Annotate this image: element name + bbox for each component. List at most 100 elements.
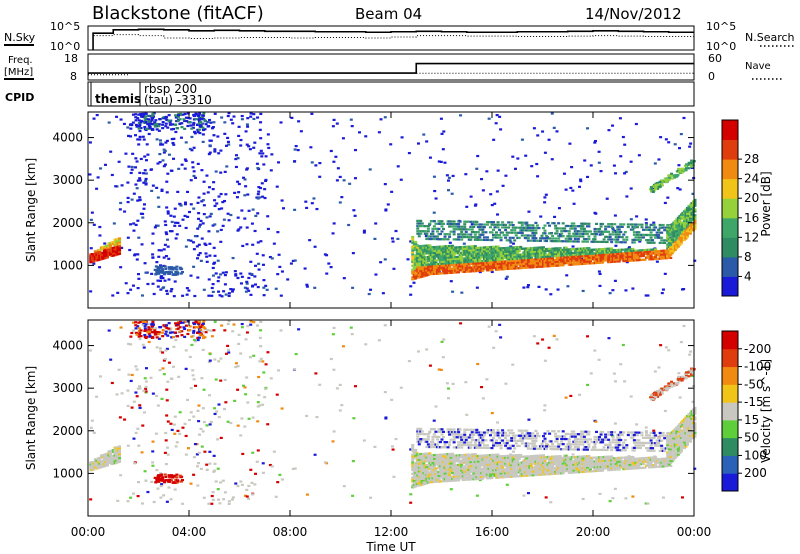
velocity-echo bbox=[164, 349, 168, 352]
power-echo bbox=[525, 229, 529, 232]
power-echo bbox=[166, 245, 170, 248]
power-echo bbox=[165, 206, 169, 209]
power-echo bbox=[110, 241, 114, 244]
power-echo bbox=[236, 180, 240, 183]
velocity-echo bbox=[110, 457, 114, 460]
power-echo bbox=[582, 222, 586, 225]
velocity-echo bbox=[147, 340, 151, 344]
velocity-echo bbox=[177, 375, 181, 378]
power-echo bbox=[171, 123, 175, 126]
velocity-echo bbox=[422, 438, 426, 441]
power-echo bbox=[389, 143, 393, 146]
power-echo bbox=[167, 257, 171, 260]
power-echo bbox=[461, 257, 465, 260]
velocity-echo bbox=[419, 462, 423, 465]
power-echo bbox=[482, 267, 486, 270]
power-echo bbox=[670, 236, 674, 239]
power-echo bbox=[469, 225, 473, 229]
velocity-echo bbox=[171, 331, 175, 334]
power-echo bbox=[136, 219, 140, 222]
power-echo bbox=[253, 141, 257, 144]
power-echo bbox=[541, 255, 545, 259]
power-echo bbox=[531, 231, 535, 235]
power-echo bbox=[628, 250, 632, 253]
power-echo bbox=[582, 262, 586, 265]
power-echo bbox=[245, 123, 249, 126]
power-echo bbox=[573, 257, 577, 260]
power-echo bbox=[610, 258, 614, 262]
power-echo bbox=[441, 148, 445, 151]
power-echo bbox=[648, 248, 652, 251]
power-echo bbox=[663, 241, 667, 245]
power-echo bbox=[651, 250, 655, 253]
power-echo bbox=[554, 224, 558, 227]
power-echo bbox=[563, 246, 567, 249]
power-echo bbox=[484, 231, 488, 234]
power-echo bbox=[584, 247, 588, 250]
power-echo bbox=[140, 115, 144, 118]
power-echo bbox=[384, 209, 388, 212]
power-echo bbox=[675, 247, 679, 250]
power-echo bbox=[264, 155, 268, 158]
power-echo bbox=[502, 246, 506, 250]
power-echo bbox=[560, 252, 564, 255]
power-echo bbox=[524, 154, 528, 157]
power-echo bbox=[242, 176, 246, 179]
power-echo bbox=[594, 212, 598, 215]
power-echo bbox=[234, 273, 238, 276]
power-echo bbox=[212, 121, 216, 124]
power-echo bbox=[89, 253, 93, 256]
power-echo bbox=[531, 264, 535, 267]
power-echo bbox=[626, 259, 630, 262]
power-echo bbox=[452, 252, 456, 255]
power-echo bbox=[495, 251, 499, 254]
power-echo bbox=[672, 250, 676, 253]
power-echo bbox=[619, 254, 623, 257]
velocity-echo bbox=[543, 409, 547, 412]
power-echo bbox=[664, 239, 668, 242]
power-echo bbox=[139, 212, 143, 215]
power-echo bbox=[472, 254, 476, 257]
velocity-echo bbox=[202, 388, 206, 391]
power-echo bbox=[95, 257, 99, 260]
power-echo bbox=[466, 257, 470, 260]
velocity-echo bbox=[175, 441, 179, 444]
power-echo bbox=[545, 235, 549, 239]
power-echo bbox=[429, 220, 433, 223]
velocity-echo bbox=[174, 322, 178, 325]
power-echo bbox=[528, 266, 532, 269]
power-echo bbox=[473, 256, 477, 259]
power-echo bbox=[520, 266, 524, 270]
velocity-echo bbox=[351, 460, 355, 463]
power-echo bbox=[629, 160, 633, 163]
power-echo bbox=[142, 113, 146, 117]
power-echo bbox=[420, 256, 424, 259]
power-echo bbox=[181, 294, 185, 297]
power-echo bbox=[610, 251, 614, 254]
velocity-echo bbox=[155, 394, 159, 397]
power-echo bbox=[582, 254, 586, 258]
power-echo bbox=[341, 137, 345, 140]
power-echo bbox=[669, 234, 673, 237]
power-echo bbox=[554, 249, 558, 252]
power-echo bbox=[534, 246, 538, 249]
power-echo bbox=[446, 245, 450, 248]
power-echo bbox=[582, 247, 586, 250]
power-echo bbox=[308, 239, 312, 242]
power-echo bbox=[192, 146, 196, 149]
power-echo bbox=[520, 138, 524, 141]
power-echo bbox=[513, 257, 517, 260]
power-echo bbox=[126, 181, 130, 184]
power-echo bbox=[134, 123, 138, 126]
power-echo bbox=[678, 236, 682, 239]
power-echo bbox=[611, 253, 615, 256]
velocity-echo bbox=[165, 388, 169, 391]
power-echo bbox=[526, 258, 530, 261]
velocity-echo bbox=[420, 466, 424, 469]
power-echo bbox=[448, 233, 452, 236]
power-echo bbox=[672, 233, 676, 236]
velocity-echo bbox=[659, 344, 663, 347]
power-echo bbox=[262, 286, 266, 289]
power-echo bbox=[597, 270, 601, 273]
power-echo bbox=[554, 237, 558, 240]
